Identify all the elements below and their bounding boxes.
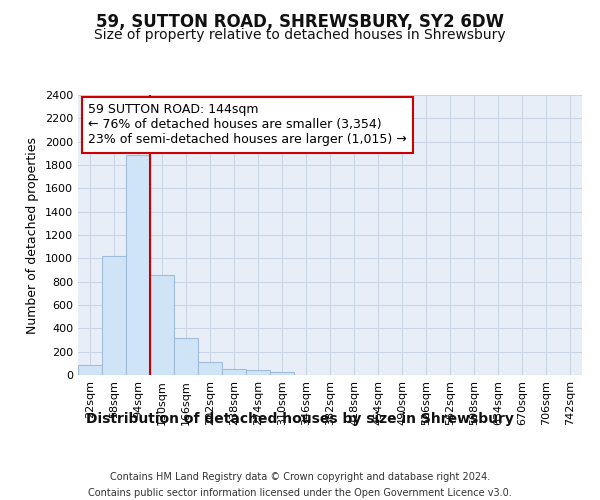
- Bar: [150, 275, 174, 375]
- Y-axis label: Number of detached properties: Number of detached properties: [26, 136, 40, 334]
- Bar: [174, 338, 198, 375]
- Text: 59 SUTTON ROAD: 144sqm
← 76% of detached houses are smaller (3,354)
23% of semi-: 59 SUTTON ROAD: 144sqm ← 76% of detached…: [88, 104, 407, 146]
- Bar: [246, 370, 270, 375]
- Bar: [270, 372, 294, 375]
- Bar: [102, 256, 126, 375]
- Bar: [198, 362, 222, 375]
- Bar: [126, 154, 150, 375]
- Text: 59, SUTTON ROAD, SHREWSBURY, SY2 6DW: 59, SUTTON ROAD, SHREWSBURY, SY2 6DW: [96, 12, 504, 30]
- Bar: [78, 364, 102, 375]
- Text: Contains HM Land Registry data © Crown copyright and database right 2024.: Contains HM Land Registry data © Crown c…: [110, 472, 490, 482]
- Text: Distribution of detached houses by size in Shrewsbury: Distribution of detached houses by size …: [86, 412, 514, 426]
- Bar: [222, 368, 246, 375]
- Text: Size of property relative to detached houses in Shrewsbury: Size of property relative to detached ho…: [94, 28, 506, 42]
- Text: Contains public sector information licensed under the Open Government Licence v3: Contains public sector information licen…: [88, 488, 512, 498]
